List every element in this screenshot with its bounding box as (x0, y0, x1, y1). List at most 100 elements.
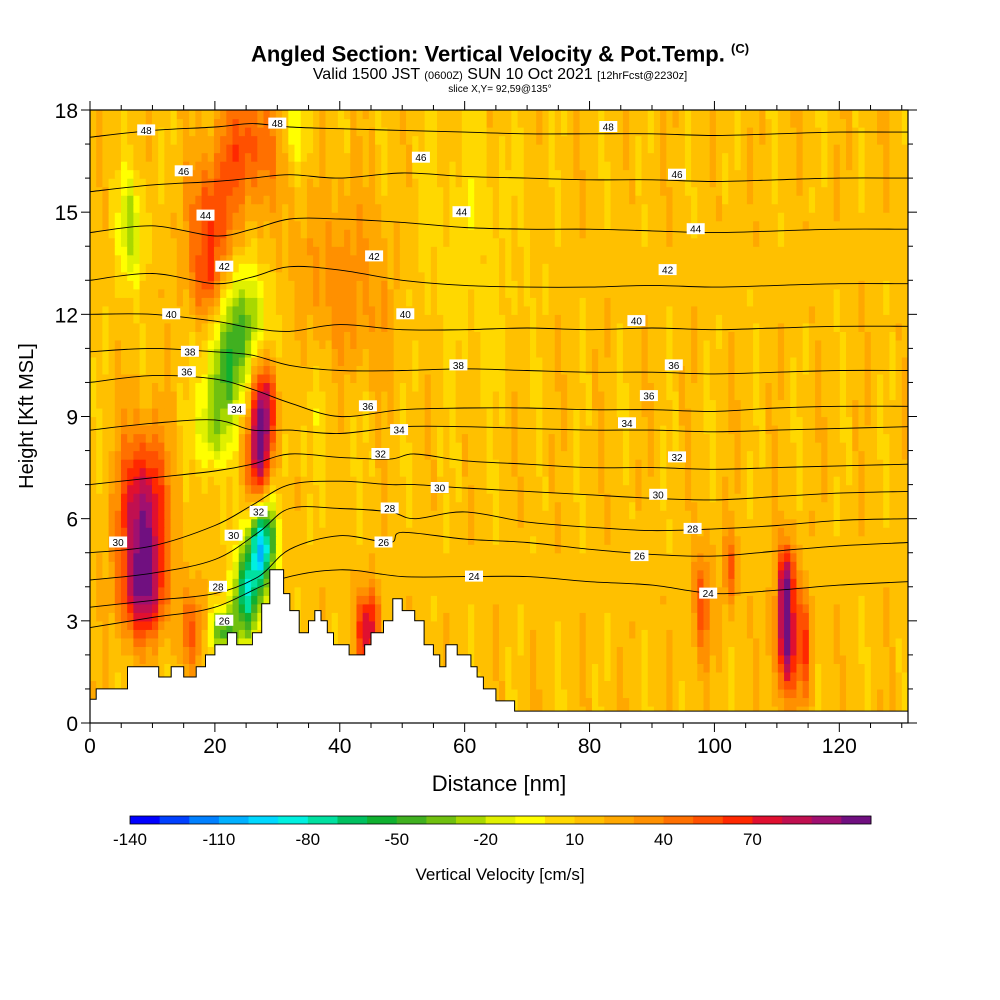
velocity-cell (660, 544, 667, 554)
velocity-cell (622, 637, 630, 647)
velocity-cell (629, 688, 636, 699)
velocity-cell (306, 518, 314, 528)
velocity-cell (418, 407, 426, 418)
velocity-cell (604, 476, 612, 486)
velocity-cell (492, 501, 500, 511)
velocity-cell (139, 399, 147, 409)
velocity-cell (895, 671, 903, 682)
velocity-cell (529, 663, 537, 673)
velocity-cell (238, 561, 246, 571)
velocity-cell (691, 493, 698, 503)
velocity-cell (263, 552, 271, 562)
velocity-cell (176, 535, 184, 545)
velocity-cell (387, 450, 395, 460)
velocity-cell (759, 510, 767, 520)
velocity-cell (151, 493, 159, 503)
velocity-cell (195, 552, 203, 562)
velocity-cell (796, 578, 804, 588)
velocity-cell (579, 612, 587, 622)
velocity-cell (709, 476, 717, 486)
velocity-cell (684, 544, 692, 554)
velocity-cell (709, 663, 717, 673)
velocity-cell (598, 705, 605, 716)
velocity-cell (164, 416, 172, 426)
velocity-cell (877, 510, 884, 520)
velocity-cell (133, 459, 141, 469)
velocity-cell (771, 629, 779, 639)
velocity-cell (889, 467, 897, 477)
velocity-cell (511, 442, 519, 452)
velocity-cell (759, 688, 767, 699)
velocity-cell (734, 442, 742, 452)
velocity-cell (734, 680, 742, 690)
velocity-cell (684, 552, 692, 562)
velocity-cell (114, 586, 122, 596)
velocity-cell (864, 680, 872, 690)
velocity-cell (430, 646, 438, 656)
velocity-cell (591, 501, 599, 511)
velocity-cell (399, 493, 407, 503)
velocity-cell (437, 425, 444, 435)
velocity-cell (238, 586, 246, 596)
velocity-cell (573, 552, 581, 562)
velocity-cell (591, 637, 599, 647)
velocity-cell (120, 407, 128, 418)
velocity-cell (195, 544, 203, 554)
velocity-cell (362, 544, 370, 554)
velocity-cell (697, 595, 705, 605)
velocity-cell (480, 612, 488, 622)
velocity-cell (672, 620, 680, 630)
velocity-cell (120, 416, 128, 426)
velocity-cell (666, 552, 674, 562)
velocity-cell (319, 484, 327, 494)
velocity-cell (474, 510, 482, 520)
velocity-cell (424, 569, 432, 579)
velocity-cell (802, 569, 810, 579)
velocity-cell (145, 484, 153, 494)
velocity-cell (796, 654, 804, 664)
velocity-cell (567, 705, 574, 716)
velocity-cell (492, 646, 500, 656)
velocity-cell (412, 442, 420, 452)
velocity-cell (114, 527, 122, 537)
velocity-cell (746, 697, 754, 707)
velocity-cell (666, 680, 674, 690)
velocity-cell (629, 637, 636, 647)
velocity-cell (808, 680, 816, 690)
velocity-cell (610, 484, 618, 494)
velocity-cell (870, 450, 878, 460)
velocity-cell (387, 569, 395, 579)
velocity-cell (331, 586, 339, 596)
velocity-cell (852, 688, 860, 699)
velocity-cell (182, 620, 190, 630)
velocity-cell (536, 595, 543, 605)
velocity-cell (647, 688, 655, 699)
velocity-cell (313, 476, 320, 486)
velocity-cell (96, 433, 103, 443)
velocity-cell (870, 612, 878, 622)
velocity-cell (784, 569, 791, 579)
velocity-cell (399, 586, 407, 596)
velocity-cell (567, 544, 574, 554)
velocity-cell (883, 467, 891, 477)
velocity-cell (263, 493, 271, 503)
velocity-cell (461, 603, 469, 613)
velocity-cell (821, 433, 829, 443)
velocity-cell (827, 484, 835, 494)
velocity-cell (127, 493, 134, 503)
velocity-cell (399, 535, 407, 545)
velocity-cell (102, 595, 110, 605)
velocity-cell (337, 535, 345, 545)
velocity-cell (102, 484, 110, 494)
velocity-cell (703, 493, 711, 503)
velocity-cell (672, 680, 680, 690)
velocity-cell (641, 586, 649, 596)
velocity-cell (455, 569, 463, 579)
velocity-cell (399, 603, 407, 613)
velocity-cell (833, 646, 841, 656)
velocity-cell (362, 629, 370, 639)
velocity-cell (616, 595, 624, 605)
velocity-cell (647, 459, 655, 469)
velocity-cell (275, 467, 283, 477)
velocity-cell (492, 629, 500, 639)
